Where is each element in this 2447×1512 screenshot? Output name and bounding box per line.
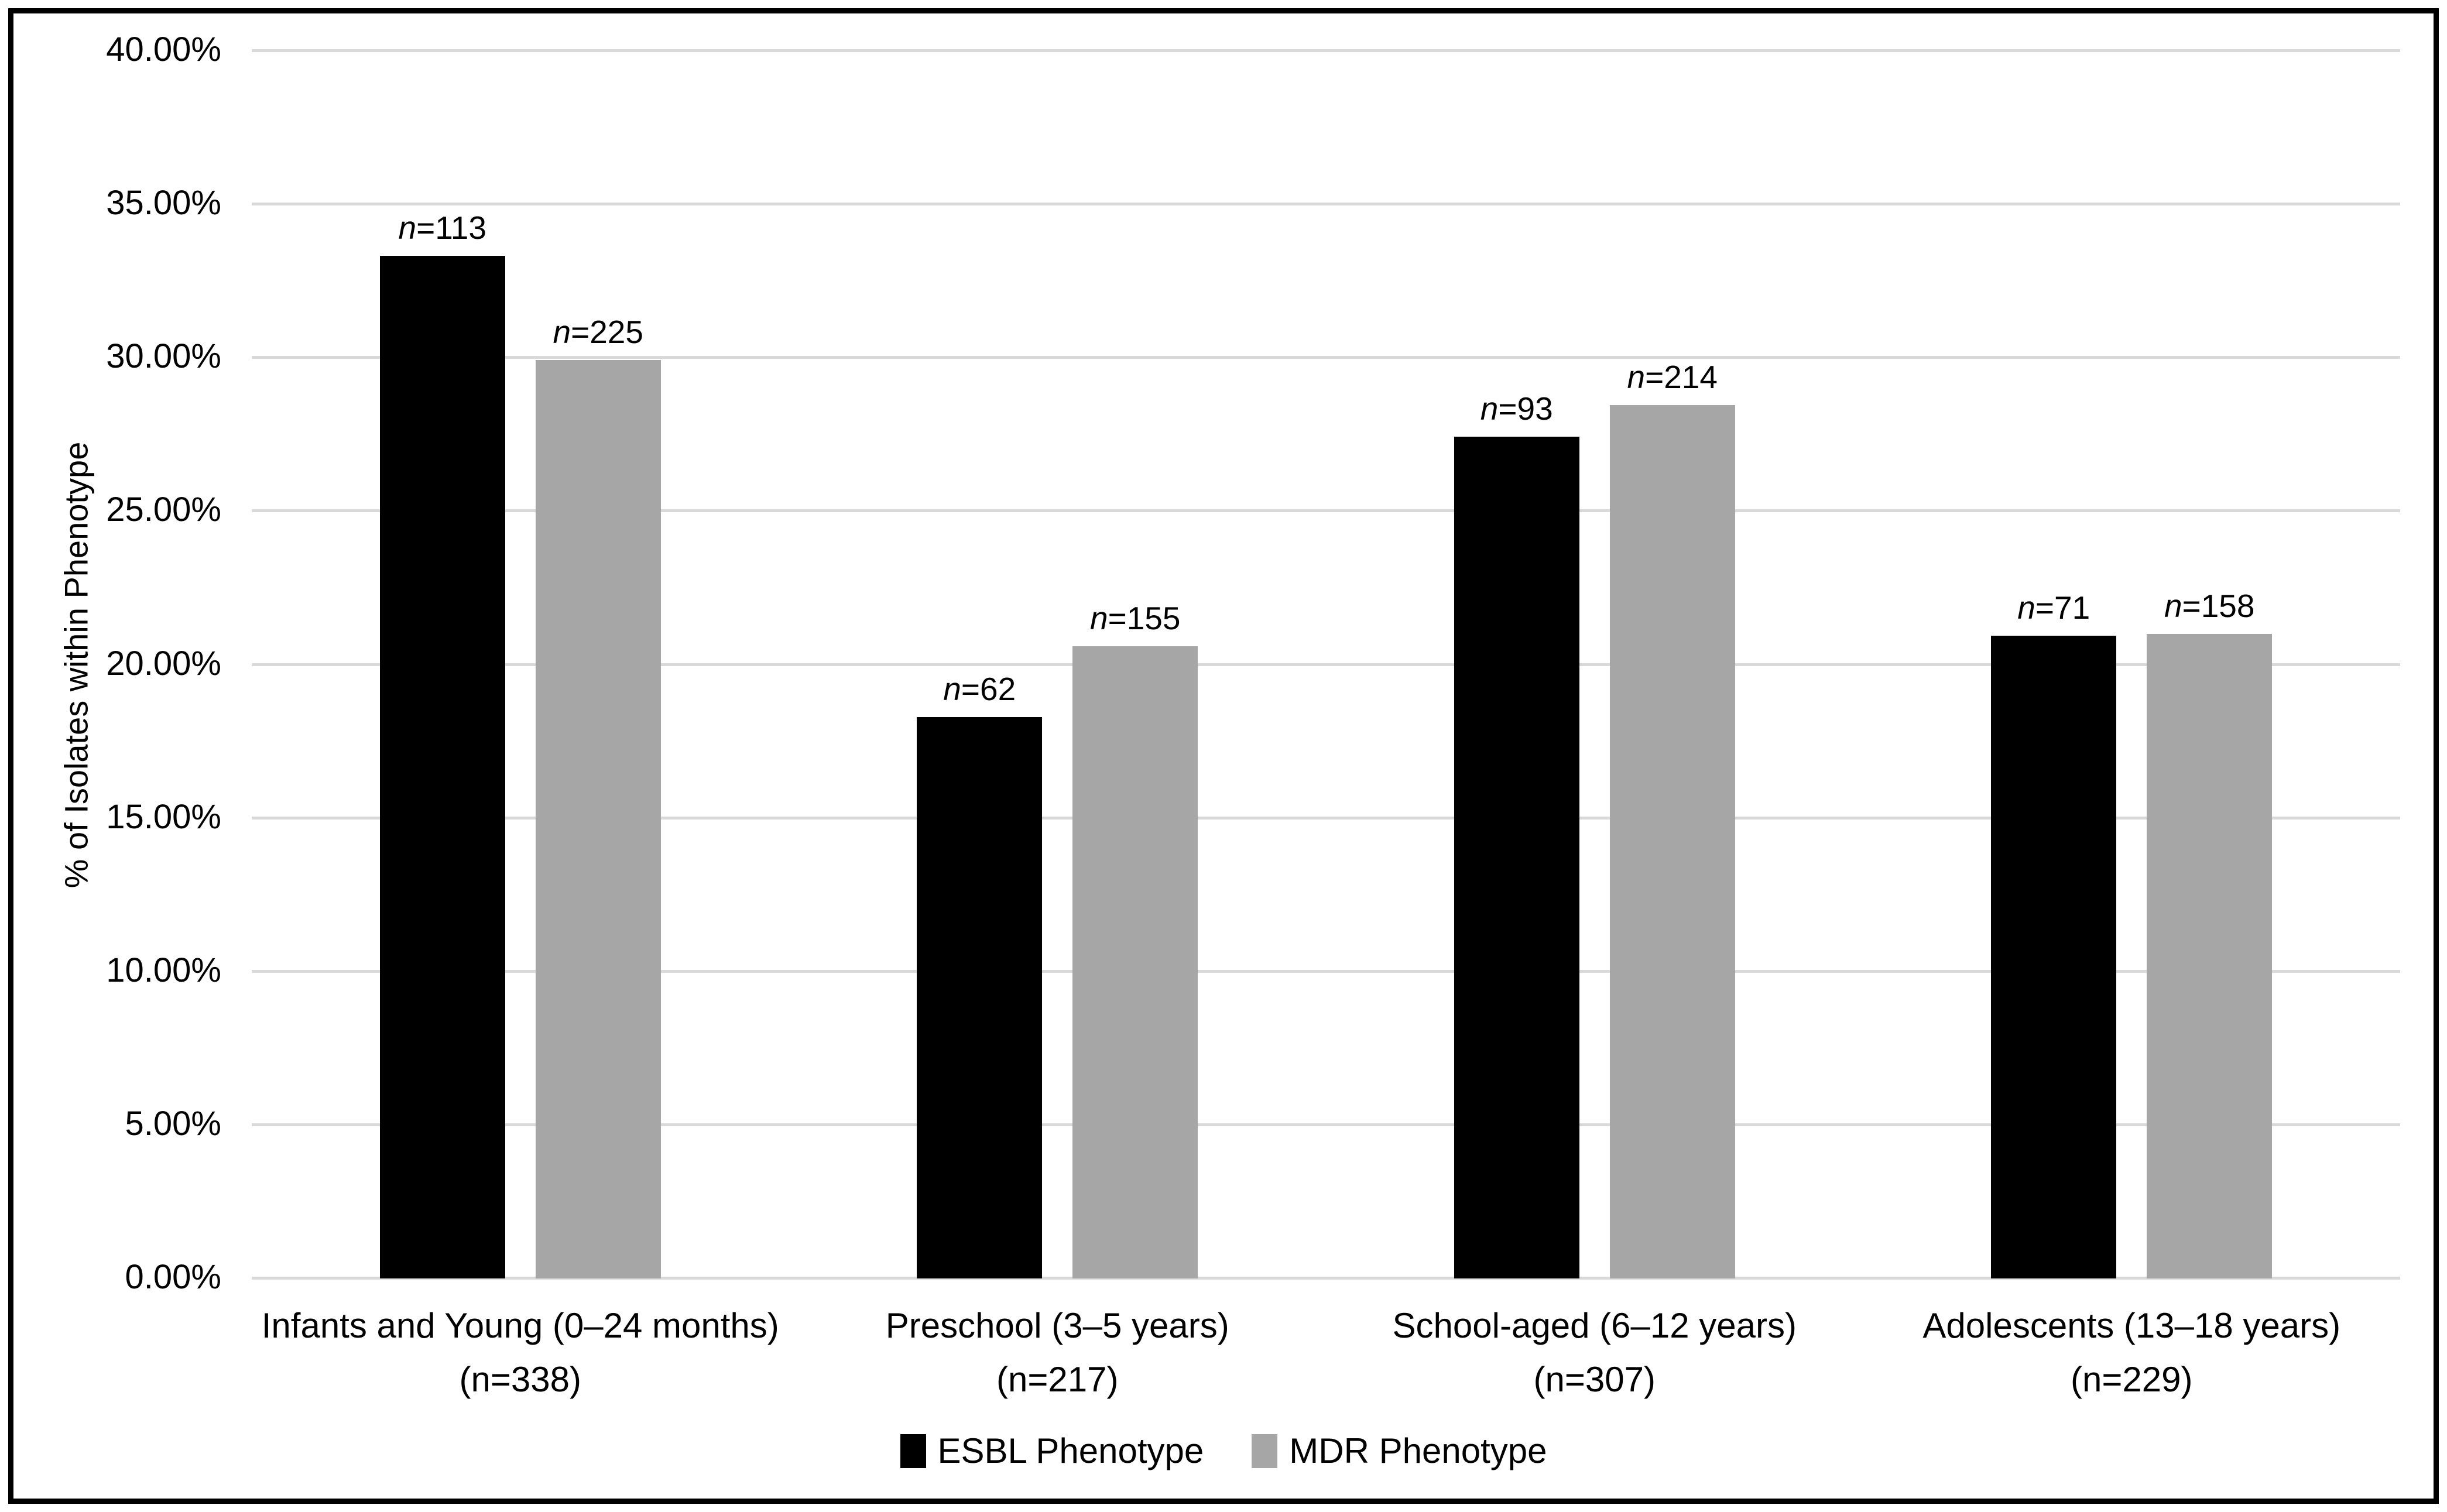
bar-groups: n=113 n=225 n=62 n=155 n=93 n=214 n=71 n=158 <box>252 51 2400 1278</box>
category-label-line1: School-aged (6–12 years) <box>1392 1306 1797 1345</box>
gridline-5 <box>252 1123 2400 1126</box>
category-label-infants-and-young-0-24-months: Infants and Young (0–24 months) (n=338) <box>252 1299 789 1407</box>
y-tick-label-40: 40.00% <box>106 30 221 68</box>
bar-group-school-aged-6-12-years: n=93 n=214 <box>1326 51 1863 1278</box>
gridline-40 <box>252 49 2400 52</box>
category-label-line2: (n=338) <box>459 1360 581 1399</box>
gridline-15 <box>252 816 2400 820</box>
legend-label: ESBL Phenotype <box>937 1431 1204 1470</box>
y-tick-label-0: 0.00% <box>125 1258 221 1296</box>
category-label-line1: Infants and Young (0–24 months) <box>261 1306 779 1345</box>
legend-swatch-mdr-phenotype <box>1252 1434 1278 1468</box>
gridline-35 <box>252 203 2400 206</box>
bar-value-label: n=158 <box>2164 587 2255 624</box>
category-label-line2: (n=229) <box>2071 1360 2193 1399</box>
y-tick-label-20: 20.00% <box>106 644 221 683</box>
y-tick-label-15: 15.00% <box>106 797 221 836</box>
bar-value-label: n=225 <box>553 314 643 351</box>
bar-group-preschool-3-5-years: n=62 n=155 <box>789 51 1327 1278</box>
category-label-adolescents-13-18-years: Adolescents (13–18 years) (n=229) <box>1863 1299 2401 1407</box>
y-axis-title: % of Isolates within Phenotype <box>57 441 95 888</box>
legend-label: MDR Phenotype <box>1289 1431 1547 1470</box>
legend: ESBL Phenotype MDR Phenotype <box>13 1431 2434 1471</box>
category-label-line2: (n=307) <box>1533 1360 1656 1399</box>
y-tick-label-10: 10.00% <box>106 951 221 989</box>
gridline-30 <box>252 356 2400 359</box>
bar-value-label: n=113 <box>398 209 486 246</box>
bar-mdr-phenotype-1: n=155 <box>1072 600 1198 1278</box>
bar-mdr-phenotype-2: n=214 <box>1609 359 1735 1278</box>
bar-esbl-phenotype-2: n=93 <box>1454 390 1579 1278</box>
bar-esbl-phenotype-0: n=113 <box>379 210 505 1278</box>
gridline-20 <box>252 663 2400 666</box>
y-tick-label-30: 30.00% <box>106 337 221 376</box>
bar-value-label: n=93 <box>1480 390 1553 427</box>
legend-item-mdr-phenotype: MDR Phenotype <box>1252 1431 1547 1471</box>
bar-mdr-phenotype-3: n=158 <box>2147 588 2273 1278</box>
bar-value-label: n=62 <box>943 671 1016 708</box>
bar-value-label: n=155 <box>1090 599 1181 636</box>
bar-esbl-phenotype-3: n=71 <box>1991 589 2117 1278</box>
bar-group-infants-and-young-0-24-months: n=113 n=225 <box>252 51 789 1278</box>
bar-mdr-phenotype-0: n=225 <box>535 314 661 1278</box>
bar-group-adolescents-13-18-years: n=71 n=158 <box>1863 51 2401 1278</box>
category-label-line1: Preschool (3–5 years) <box>885 1306 1229 1345</box>
bar-value-label: n=214 <box>1627 359 1718 395</box>
y-tick-label-35: 35.00% <box>106 184 221 222</box>
x-axis-labels: Infants and Young (0–24 months) (n=338) Pr… <box>252 1299 2400 1407</box>
y-tick-label-25: 25.00% <box>106 491 221 529</box>
legend-swatch-esbl-phenotype <box>900 1434 926 1468</box>
legend-item-esbl-phenotype: ESBL Phenotype <box>900 1431 1204 1471</box>
figure-frame: 0.00% 5.00% 10.00% 15.00% 20.00% 25.00% 30.00%… <box>8 8 2439 1504</box>
category-label-line2: (n=217) <box>996 1360 1119 1399</box>
gridline-0 <box>252 1277 2400 1280</box>
bar-value-label: n=71 <box>2017 589 2090 626</box>
gridline-25 <box>252 509 2400 513</box>
bar-esbl-phenotype-1: n=62 <box>917 671 1043 1278</box>
gridline-10 <box>252 969 2400 973</box>
y-tick-label-5: 5.00% <box>125 1104 221 1143</box>
category-label-line1: Adolescents (13–18 years) <box>1922 1306 2341 1345</box>
plot-area: 0.00% 5.00% 10.00% 15.00% 20.00% 25.00% 30.00%… <box>58 31 2400 1296</box>
category-label-school-aged-6-12-years: School-aged (6–12 years) (n=307) <box>1326 1299 1863 1407</box>
category-label-preschool-3-5-years: Preschool (3–5 years) (n=217) <box>789 1299 1327 1407</box>
